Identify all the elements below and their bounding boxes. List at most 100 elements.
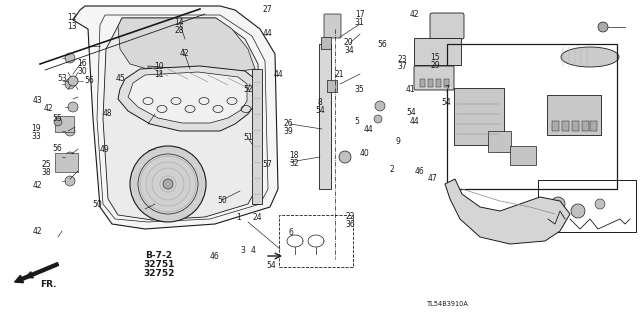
Circle shape (163, 179, 173, 189)
Text: 1: 1 (236, 213, 241, 222)
Text: 12: 12 (67, 13, 76, 22)
Text: 5: 5 (355, 117, 360, 126)
FancyBboxPatch shape (562, 121, 569, 131)
FancyBboxPatch shape (444, 79, 449, 87)
PathPatch shape (73, 6, 278, 229)
Text: 11: 11 (154, 70, 163, 79)
FancyBboxPatch shape (454, 88, 504, 145)
Text: 22: 22 (346, 212, 355, 221)
FancyBboxPatch shape (319, 44, 331, 189)
Text: 28: 28 (175, 26, 184, 35)
FancyBboxPatch shape (552, 121, 559, 131)
Text: 29: 29 (430, 61, 440, 70)
FancyBboxPatch shape (509, 145, 536, 165)
Circle shape (54, 118, 62, 126)
PathPatch shape (445, 179, 570, 244)
FancyBboxPatch shape (414, 66, 454, 90)
Text: 32752: 32752 (143, 269, 175, 278)
Text: 8: 8 (317, 98, 323, 107)
FancyBboxPatch shape (54, 115, 74, 131)
FancyBboxPatch shape (430, 13, 464, 39)
Text: 44: 44 (273, 70, 284, 78)
Text: 10: 10 (154, 63, 164, 71)
Circle shape (68, 76, 78, 86)
PathPatch shape (103, 18, 260, 220)
Text: 33: 33 (31, 132, 41, 141)
Text: 49: 49 (100, 145, 110, 154)
Circle shape (130, 146, 206, 222)
Text: 39: 39 (283, 127, 293, 136)
Text: 18: 18 (290, 151, 299, 160)
FancyBboxPatch shape (428, 79, 433, 87)
Text: 13: 13 (67, 22, 77, 31)
Text: 42: 42 (32, 181, 42, 189)
Text: 9: 9 (396, 137, 401, 146)
FancyBboxPatch shape (436, 79, 441, 87)
FancyArrow shape (15, 263, 59, 283)
Text: 55: 55 (52, 114, 63, 123)
Text: 17: 17 (355, 10, 365, 19)
Text: 4: 4 (250, 246, 255, 255)
FancyBboxPatch shape (324, 14, 341, 38)
Circle shape (374, 115, 382, 123)
Circle shape (551, 197, 565, 211)
Text: 20: 20 (344, 38, 354, 47)
Text: 52: 52 (243, 85, 253, 94)
Text: 26: 26 (283, 119, 293, 128)
Text: 43: 43 (32, 96, 42, 105)
Text: 16: 16 (77, 59, 87, 68)
FancyBboxPatch shape (327, 80, 337, 92)
Text: TL54B3910A: TL54B3910A (427, 301, 469, 307)
Text: 6: 6 (289, 228, 294, 237)
Circle shape (65, 152, 75, 162)
Text: FR.: FR. (40, 280, 56, 289)
Circle shape (339, 151, 351, 163)
Circle shape (571, 204, 585, 218)
Text: 50: 50 (92, 200, 102, 209)
Text: B-7-2: B-7-2 (145, 251, 172, 260)
Text: 24: 24 (252, 213, 262, 222)
Text: 53: 53 (58, 74, 68, 83)
Text: 23: 23 (397, 55, 407, 63)
FancyBboxPatch shape (488, 130, 511, 152)
Text: 44: 44 (262, 29, 273, 38)
Text: 46: 46 (209, 252, 220, 261)
Text: 46: 46 (414, 167, 424, 176)
Text: 2: 2 (389, 165, 394, 174)
Text: 57: 57 (262, 160, 273, 169)
Text: 42: 42 (43, 104, 53, 113)
Ellipse shape (561, 47, 619, 67)
Text: 42: 42 (410, 10, 420, 19)
Text: 41: 41 (406, 85, 416, 94)
Text: 30: 30 (77, 67, 87, 76)
Text: 44: 44 (410, 117, 420, 126)
Text: 44: 44 (363, 125, 373, 134)
Circle shape (65, 126, 75, 136)
Circle shape (598, 22, 608, 32)
Text: 38: 38 (41, 168, 51, 177)
PathPatch shape (118, 18, 255, 74)
Text: 14: 14 (174, 18, 184, 27)
PathPatch shape (148, 66, 248, 84)
Circle shape (68, 102, 78, 112)
FancyBboxPatch shape (321, 37, 331, 49)
Circle shape (65, 176, 75, 186)
Circle shape (65, 53, 75, 63)
Text: 42: 42 (32, 227, 42, 236)
Text: 35: 35 (355, 85, 365, 94)
Text: 51: 51 (243, 133, 253, 142)
Text: 48: 48 (102, 109, 113, 118)
Circle shape (375, 101, 385, 111)
Text: 56: 56 (378, 40, 388, 48)
Text: 32: 32 (289, 159, 300, 168)
Text: 3: 3 (241, 246, 246, 255)
Text: 36: 36 (346, 220, 356, 229)
Circle shape (65, 79, 75, 89)
Text: 40: 40 (360, 149, 370, 158)
Text: 47: 47 (427, 174, 437, 183)
Text: 56: 56 (84, 76, 95, 85)
Circle shape (595, 199, 605, 209)
FancyBboxPatch shape (54, 152, 77, 172)
Text: 56: 56 (52, 144, 63, 153)
Text: 31: 31 (355, 18, 365, 27)
